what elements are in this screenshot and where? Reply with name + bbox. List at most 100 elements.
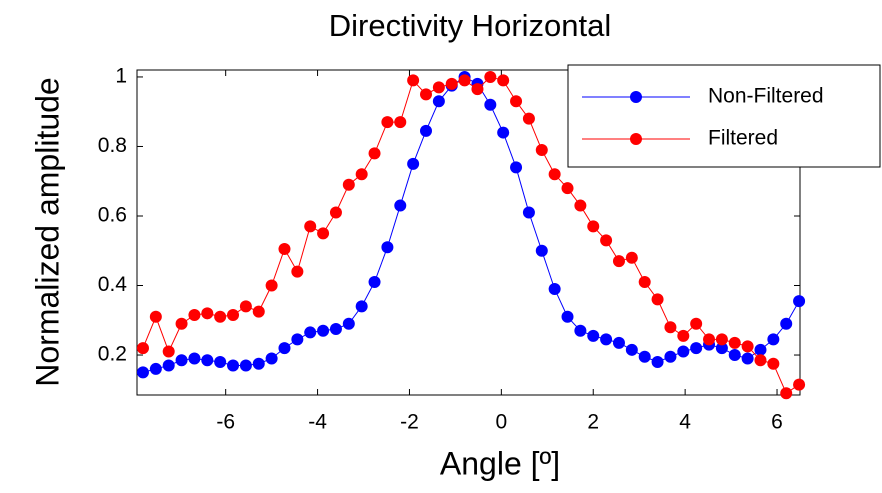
data-point [651,293,664,306]
data-point [561,310,574,323]
data-point [329,206,342,219]
data-point [201,307,214,320]
data-point [329,322,342,335]
chart-title: Directivity Horizontal [329,8,612,43]
data-point [381,116,394,129]
data-point [214,355,227,368]
data-point [625,251,638,264]
data-point [793,378,806,391]
data-point [677,329,690,342]
data-point [291,333,304,346]
data-point [188,309,201,322]
series-line [142,76,800,373]
y-tick-label: 0.8 [98,134,127,157]
data-point [227,309,240,322]
data-point [214,310,227,323]
data-point [625,343,638,356]
data-point [291,265,304,278]
data-point [149,310,162,323]
data-point [780,317,793,330]
data-point [574,324,587,337]
y-tick-label: 0.4 [98,273,128,296]
data-point [612,336,625,349]
data-point [175,317,188,330]
data-point [587,220,600,233]
x-tick-label: 4 [679,411,691,434]
data-point [690,317,703,330]
y-tick-label: 1 [115,64,127,87]
data-point [458,74,471,87]
plot-frame [136,69,801,396]
data-point [420,124,432,137]
data-point [201,354,214,367]
data-point [162,359,175,372]
data-point [715,333,728,346]
data-point [394,199,407,212]
data-point [741,340,754,353]
data-point [677,345,690,358]
data-point [484,98,497,111]
data-point [188,352,201,365]
data-point [278,342,291,355]
data-point [175,354,188,367]
data-point [587,329,600,342]
data-point [355,168,368,181]
data-point [638,276,651,289]
data-point [265,352,278,365]
data-point [304,220,317,233]
data-point [278,243,291,256]
data-point [227,359,240,372]
data-point [497,74,510,87]
data-point [522,112,535,125]
data-point [368,276,381,289]
data-point [535,244,548,257]
y-axis-label: Normalized amplitude [29,77,65,386]
data-point [304,326,317,339]
data-point [703,333,716,346]
data-point [162,345,175,358]
data-point [317,227,330,240]
x-tick-label: -6 [216,411,235,434]
data-point [664,350,677,363]
data-point [407,74,420,87]
x-tick-label: 2 [587,411,599,434]
data-point [728,349,741,362]
data-point [767,333,780,346]
data-point [252,357,265,370]
y-tick-label: 0.2 [98,343,127,366]
data-point [715,342,728,355]
data-point [381,241,394,254]
legend-marker [630,133,642,145]
legend-marker [630,91,642,103]
data-point [690,342,703,355]
data-point [793,295,806,308]
x-axis-label: Angle [º] [440,445,560,481]
series-line [142,76,800,395]
x-tick-label: 6 [771,411,783,434]
x-tick-label: -2 [400,411,419,434]
x-tick-label: 0 [496,411,508,434]
data-point [239,300,252,313]
data-point [239,359,252,372]
data-point [136,366,149,379]
data-point [728,336,741,349]
data-point [754,343,767,356]
data-point [497,126,510,139]
data-point [561,182,574,195]
data-point [445,77,458,90]
legend-box [567,64,881,168]
data-point [265,279,278,292]
data-point [638,350,651,363]
data-point [510,95,523,108]
data-point [574,199,587,212]
data-point [484,70,497,83]
data-point [510,161,523,174]
data-point [342,317,355,330]
legend-label: Non-Filtered [708,85,824,108]
data-point [432,81,445,94]
data-point [471,83,484,96]
data-point [522,206,535,219]
data-point [432,95,445,108]
data-point [252,305,265,318]
data-point [394,116,407,129]
